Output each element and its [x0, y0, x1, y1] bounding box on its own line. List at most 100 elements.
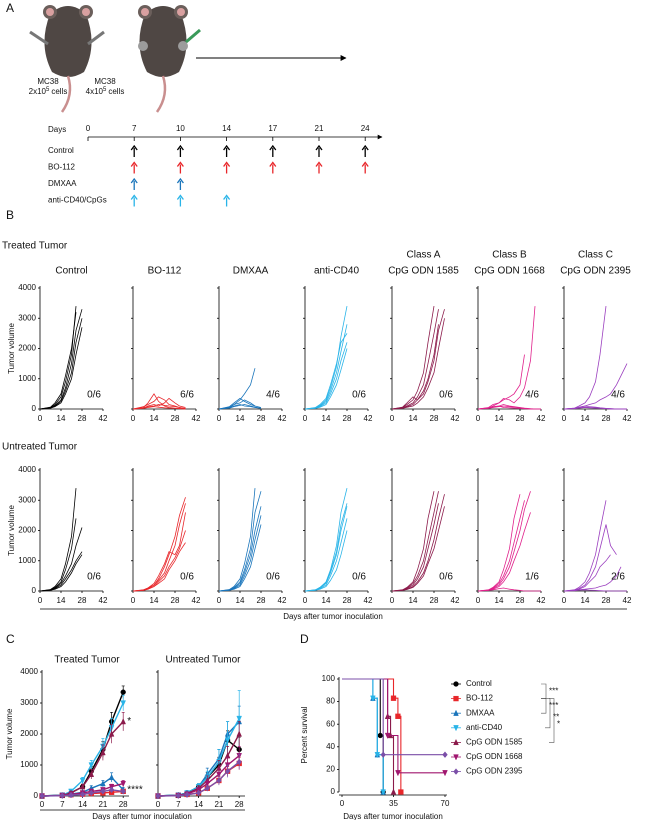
x-tick-label: 21: [214, 800, 223, 809]
tumor-growth-line: [304, 306, 348, 410]
survival-curve: [342, 678, 402, 792]
column-title: Class B: [492, 250, 527, 261]
y-tick-label: 20: [326, 765, 335, 774]
dose-arrow: [130, 161, 138, 174]
mouse: [29, 5, 105, 113]
day-label: 7: [132, 124, 137, 133]
mean-point: [195, 789, 202, 797]
survival-curve: [342, 678, 384, 792]
legend-label: CpG ODN 1668: [466, 752, 523, 761]
x-tick-label: 0: [156, 800, 161, 809]
y-tick-label: 60: [326, 719, 335, 728]
y-axis-label: Percent survival: [300, 706, 309, 763]
x-tick-label: 7: [60, 800, 65, 809]
tumor-growth-line: [391, 309, 439, 410]
group-label: anti-CD40/CpGs: [48, 196, 107, 205]
tumor-growth-line: [39, 306, 77, 410]
tumor-growth-line: [132, 512, 186, 592]
mean-point: [236, 730, 242, 737]
tumor-growth-line: [477, 512, 531, 592]
x-tick-label: 14: [581, 414, 590, 423]
significance-label: ****: [127, 784, 143, 795]
x-axis-label: Days after tumor inoculation: [92, 812, 192, 820]
x-tick-label: 28: [602, 414, 611, 423]
tumor-growth-line: [39, 551, 83, 592]
x-tick-label: 14: [409, 596, 418, 605]
x-axis-label: Days after tumor inoculation: [283, 612, 383, 621]
response-ratio: 4/6: [525, 390, 539, 401]
tumor-growth-line: [477, 405, 541, 410]
x-tick-label: 14: [150, 414, 159, 423]
dose-arrow: [176, 161, 184, 174]
y-axis-label: Tumor volume: [7, 505, 16, 556]
x-tick-label: 28: [78, 596, 87, 605]
arrow-head: [361, 144, 369, 151]
arrow-head: [315, 144, 323, 151]
significance-bracket: [545, 698, 551, 729]
column-title: CpG ODN 1668: [474, 266, 545, 277]
day-label: 21: [315, 124, 324, 133]
tumor-growth-line: [132, 406, 186, 410]
x-tick-label: 0: [390, 596, 395, 605]
response-ratio: 0/6: [266, 572, 280, 583]
response-ratio: 0/6: [439, 390, 453, 401]
response-ratio: 1/6: [525, 572, 539, 583]
x-tick-label: 14: [409, 414, 418, 423]
group-label: Control: [48, 146, 74, 155]
tumor-growth-line: [39, 554, 83, 592]
tumor-growth-line: [39, 488, 77, 592]
y-tick-label: 4000: [18, 283, 36, 292]
survival-curve: [342, 678, 395, 792]
tumor-growth-line: [563, 407, 627, 410]
mean-point: [88, 789, 95, 797]
mean-point: [88, 762, 95, 769]
legend-marker: [453, 768, 459, 775]
arrow-head: [223, 144, 231, 151]
x-tick-label: 28: [602, 596, 611, 605]
tumor-growth-line: [304, 488, 348, 592]
panel-label: C: [6, 632, 15, 646]
tumor-growth-line: [39, 312, 77, 410]
y-tick-label: 2000: [18, 344, 36, 353]
x-tick-label: 14: [495, 414, 504, 423]
dose-arrow: [269, 144, 277, 157]
arrow-head: [130, 177, 138, 184]
x-tick-label: 0: [217, 414, 222, 423]
significance-bracket: [541, 698, 547, 714]
tumor-growth-line: [132, 542, 186, 592]
tumor-growth-line: [477, 354, 525, 410]
x-tick-label: 7: [176, 800, 181, 809]
y-tick-label: 1000: [18, 556, 36, 565]
mean-point: [236, 715, 242, 723]
tumor-growth-line: [477, 500, 525, 592]
y-tick-label: 0: [32, 404, 37, 413]
x-tick-label: 14: [150, 596, 159, 605]
survival-curve: [342, 678, 445, 756]
dose-arrow: [223, 144, 231, 157]
tumor-growth-line: [218, 515, 262, 592]
response-ratio: 0/6: [87, 572, 101, 583]
response-ratio: 6/6: [180, 390, 194, 401]
x-tick-label: 14: [194, 800, 203, 809]
y-tick-label: 3000: [20, 698, 38, 707]
days-label: Days: [48, 125, 66, 134]
panel-label: A: [6, 1, 14, 15]
significance-label: **: [553, 712, 559, 721]
x-tick-label: 42: [623, 596, 632, 605]
legend-marker: [453, 738, 459, 746]
survival-point: [442, 751, 448, 759]
legend-marker: [453, 709, 459, 716]
mean-point: [39, 792, 45, 800]
y-tick-label: 3000: [18, 313, 36, 322]
column-title: CpG ODN 1585: [388, 266, 459, 277]
x-tick-label: 28: [257, 414, 266, 423]
x-tick-label: 21: [98, 800, 107, 809]
tumor-growth-line: [218, 524, 262, 592]
tumor-growth-line: [563, 306, 607, 410]
legend-marker: [453, 695, 459, 702]
dose-unit: cells: [108, 87, 124, 96]
x-tick-label: 42: [537, 596, 546, 605]
dose-arrow: [130, 144, 138, 157]
tumor-growth-line: [218, 399, 256, 410]
x-tick-label: 0: [562, 596, 567, 605]
